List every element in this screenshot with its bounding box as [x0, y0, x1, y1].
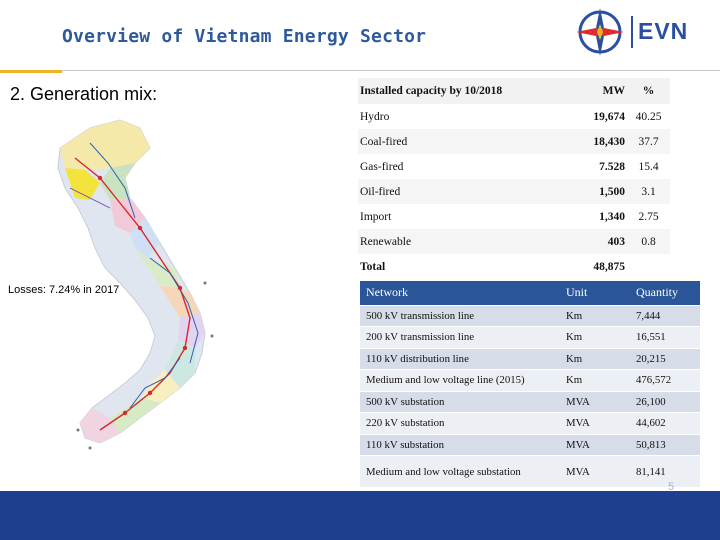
- table-row: Gas-fired 7.528 15.4: [358, 154, 670, 179]
- network-name: 500 kV substation: [360, 391, 560, 413]
- total-row: Total 48,875: [358, 254, 670, 279]
- table-row: Hydro 19,674 40.25: [358, 104, 670, 129]
- table-row: 200 kV transmission line Km 16,551: [360, 326, 700, 349]
- network-unit: MVA: [560, 455, 630, 488]
- page-title: Overview of Vietnam Energy Sector: [62, 26, 427, 47]
- network-unit: MVA: [560, 391, 630, 413]
- network-quantity: 50,813: [630, 434, 700, 456]
- table-row: Import 1,340 2.75: [358, 204, 670, 229]
- network-quantity: 81,141: [630, 455, 700, 488]
- total-label: Total: [360, 260, 386, 273]
- total-percent: [627, 254, 670, 279]
- table-row: 110 kV distribution line Km 20,215: [360, 348, 700, 370]
- source-name: Renewable: [358, 229, 573, 254]
- network-name: Medium and low voltage line (2015): [360, 369, 560, 392]
- network-unit: Km: [560, 326, 630, 349]
- source-percent: 40.25: [635, 110, 662, 123]
- network-name: 110 kV substation: [360, 434, 560, 456]
- network-unit: Km: [560, 305, 630, 327]
- network-name: 500 kV transmission line: [360, 305, 560, 327]
- installed-capacity-table: Installed capacity by 10/2018 MW % Hydro…: [358, 78, 670, 279]
- network-quantity: 16,551: [630, 326, 700, 349]
- source-mw: 18,430: [573, 129, 627, 154]
- table-row: Oil-fired 1,500 3.1: [358, 179, 670, 204]
- network-name: 200 kV transmission line: [360, 326, 560, 349]
- source-percent: 0.8: [627, 229, 670, 254]
- network-name: 110 kV distribution line: [360, 348, 560, 370]
- header-mw: MW: [573, 78, 627, 104]
- table-row: Medium and low voltage line (2015) Km 47…: [360, 369, 700, 392]
- evn-logo: [576, 8, 633, 56]
- network-table: Network Unit Quantity 500 kV transmissio…: [360, 281, 700, 488]
- network-quantity: 44,602: [630, 412, 700, 435]
- source-name: Import: [360, 210, 392, 223]
- table-row: 500 kV substation MVA 26,100: [360, 391, 700, 413]
- network-quantity: 7,444: [630, 305, 700, 327]
- network-name: 220 kV substation: [360, 412, 560, 435]
- network-unit: Km: [560, 348, 630, 370]
- header-network: Network: [360, 281, 560, 306]
- table-row: Medium and low voltage substation MVA 81…: [360, 455, 700, 488]
- vietnam-grid-map: [57, 119, 214, 450]
- footer-bar: [0, 491, 720, 540]
- header-quantity: Quantity: [630, 281, 700, 306]
- header-divider: [0, 70, 720, 71]
- source-percent: 2.75: [638, 210, 659, 223]
- header-accent-bar: [0, 70, 62, 73]
- losses-note: Losses: 7.24% in 2017: [8, 284, 120, 296]
- table-row: 500 kV transmission line Km 7,444: [360, 305, 700, 327]
- source-percent: 37.7: [627, 129, 670, 154]
- network-unit: MVA: [560, 412, 630, 435]
- total-mw: 48,875: [593, 260, 625, 273]
- table-row: 220 kV substation MVA 44,602: [360, 412, 700, 435]
- table-row: Renewable 403 0.8: [358, 229, 670, 254]
- header-unit: Unit: [560, 281, 630, 306]
- source-mw: 403: [573, 229, 627, 254]
- table-header-row: Installed capacity by 10/2018 MW %: [358, 78, 670, 104]
- network-unit: MVA: [560, 434, 630, 456]
- page-number: 5: [668, 481, 675, 493]
- source-percent: 15.4: [638, 160, 659, 173]
- logo-text: EVN: [638, 18, 689, 44]
- source-mw: 1,340: [599, 210, 625, 223]
- source-name: Gas-fired: [360, 160, 404, 173]
- source-mw: 1,500: [573, 179, 627, 204]
- header-percent: %: [627, 78, 670, 104]
- network-name: Medium and low voltage substation: [360, 455, 560, 488]
- source-name: Oil-fired: [358, 179, 573, 204]
- source-name: Hydro: [360, 110, 390, 123]
- table-row: Coal-fired 18,430 37.7: [358, 129, 670, 154]
- header-capacity: Installed capacity by 10/2018: [358, 78, 573, 104]
- table-row: 110 kV substation MVA 50,813: [360, 434, 700, 456]
- source-mw: 19,674: [593, 110, 625, 123]
- network-quantity: 476,572: [630, 369, 700, 392]
- section-title: 2. Generation mix:: [10, 84, 158, 104]
- source-name: Coal-fired: [358, 129, 573, 154]
- network-quantity: 20,215: [630, 348, 700, 370]
- source-percent: 3.1: [627, 179, 670, 204]
- table-header-row: Network Unit Quantity: [360, 281, 700, 306]
- source-mw: 7.528: [599, 160, 625, 173]
- network-quantity: 26,100: [630, 391, 700, 413]
- network-unit: Km: [560, 369, 630, 392]
